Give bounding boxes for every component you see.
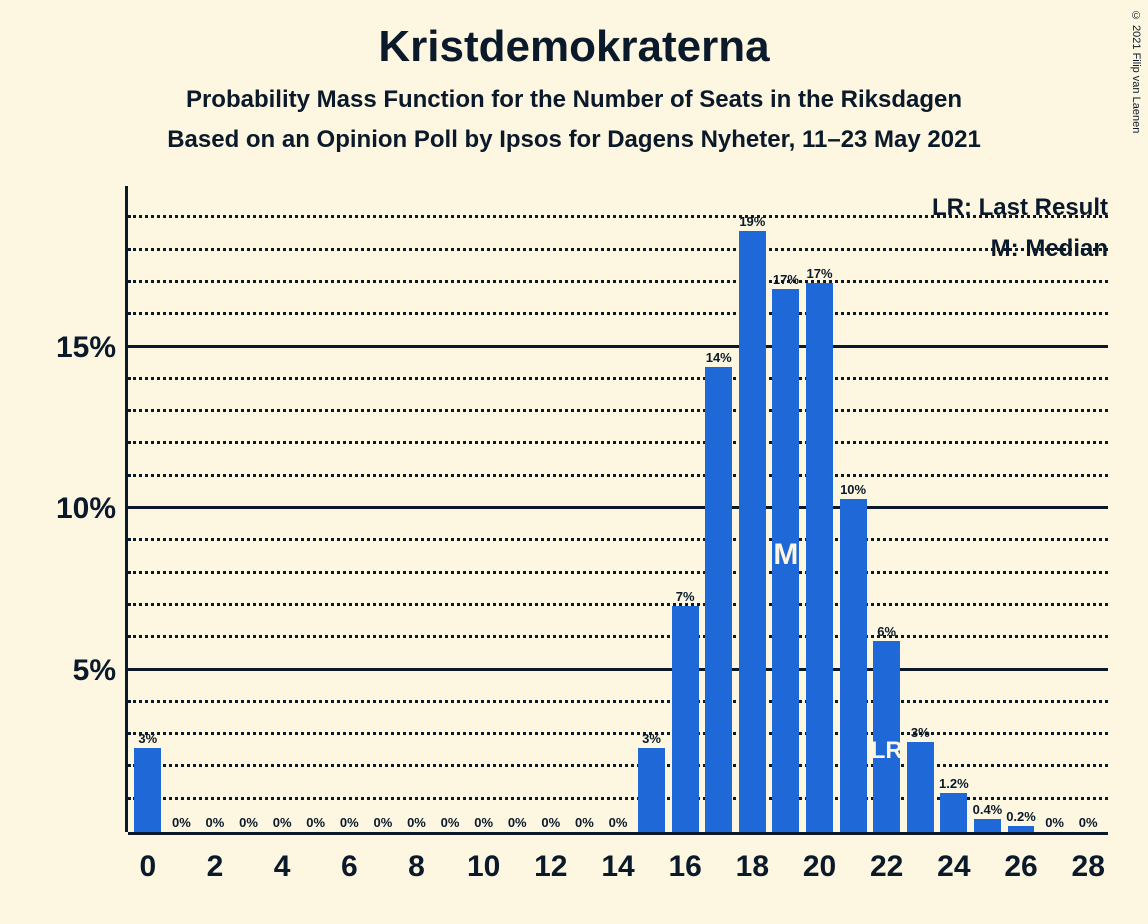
bar-value-label: 0% xyxy=(1045,815,1064,832)
bar: 19% xyxy=(739,231,766,832)
y-tick-label: 10% xyxy=(56,492,116,526)
bar-value-label: 1.2% xyxy=(939,776,969,793)
bar: 17% xyxy=(806,283,833,832)
bar-value-label: 0.2% xyxy=(1006,809,1036,826)
median-marker: M xyxy=(773,538,798,572)
bar-value-label: 0% xyxy=(172,815,191,832)
title-subtitle-2: Based on an Opinion Poll by Ipsos for Da… xyxy=(0,126,1148,154)
bar-value-label: 0% xyxy=(306,815,325,832)
x-tick-label: 22 xyxy=(870,832,903,884)
bar-value-label: 0% xyxy=(407,815,426,832)
bar-value-label: 0% xyxy=(441,815,460,832)
x-tick-label: 10 xyxy=(467,832,500,884)
bar-value-label: 0% xyxy=(1079,815,1098,832)
bar-value-label: 0% xyxy=(273,815,292,832)
bar-value-label: 3% xyxy=(138,731,157,748)
x-tick-label: 16 xyxy=(668,832,701,884)
x-tick-label: 26 xyxy=(1004,832,1037,884)
x-tick-label: 14 xyxy=(601,832,634,884)
x-tick-label: 28 xyxy=(1072,832,1105,884)
x-tick-label: 4 xyxy=(274,832,291,884)
y-tick-label: 15% xyxy=(56,331,116,365)
bar-value-label: 0% xyxy=(575,815,594,832)
bar: 7% xyxy=(672,606,699,832)
bar: 10% xyxy=(840,499,867,832)
bar-value-label: 7% xyxy=(676,589,695,606)
x-tick-label: 18 xyxy=(736,832,769,884)
x-tick-label: 6 xyxy=(341,832,358,884)
last-result-marker: LR xyxy=(871,737,903,765)
x-tick-label: 2 xyxy=(207,832,224,884)
bar: 14% xyxy=(705,367,732,832)
bars-container: 3%0%0%0%0%0%0%0%0%0%0%0%0%0%0%3%7%14%19%… xyxy=(128,186,1108,832)
y-tick-label: 5% xyxy=(73,654,116,688)
bar-value-label: 0% xyxy=(239,815,258,832)
plot-area: 5%10%15% 3%0%0%0%0%0%0%0%0%0%0%0%0%0%0%3… xyxy=(128,186,1108,832)
x-tick-label: 12 xyxy=(534,832,567,884)
bar-value-label: 0% xyxy=(541,815,560,832)
bar-value-label: 0.4% xyxy=(973,802,1003,819)
bar-value-label: 19% xyxy=(739,214,765,231)
bar-value-label: 0% xyxy=(340,815,359,832)
x-tick-label: 0 xyxy=(139,832,156,884)
bar: 0.4% xyxy=(974,819,1001,832)
bar: 1.2% xyxy=(940,793,967,832)
copyright-text: © 2021 Filip van Laenen xyxy=(1130,10,1142,133)
bar-value-label: 0% xyxy=(474,815,493,832)
x-tick-label: 24 xyxy=(937,832,970,884)
bar-value-label: 0% xyxy=(206,815,225,832)
bar-value-label: 17% xyxy=(773,272,799,289)
bar-value-label: 17% xyxy=(806,266,832,283)
bar-value-label: 0% xyxy=(508,815,527,832)
bar-value-label: 6% xyxy=(877,624,896,641)
bar-value-label: 3% xyxy=(911,725,930,742)
x-tick-label: 8 xyxy=(408,832,425,884)
bar: 3% xyxy=(907,742,934,832)
bar-value-label: 3% xyxy=(642,731,661,748)
bar: 3% xyxy=(134,748,161,832)
title-subtitle-1: Probability Mass Function for the Number… xyxy=(0,86,1148,114)
bar: 3% xyxy=(638,748,665,832)
bar-value-label: 10% xyxy=(840,482,866,499)
bar-value-label: 0% xyxy=(373,815,392,832)
title-main: Kristdemokraterna xyxy=(0,22,1148,72)
bar-value-label: 14% xyxy=(706,350,732,367)
chart-titles: Kristdemokraterna Probability Mass Funct… xyxy=(0,0,1148,154)
x-tick-label: 20 xyxy=(803,832,836,884)
bar-value-label: 0% xyxy=(609,815,628,832)
